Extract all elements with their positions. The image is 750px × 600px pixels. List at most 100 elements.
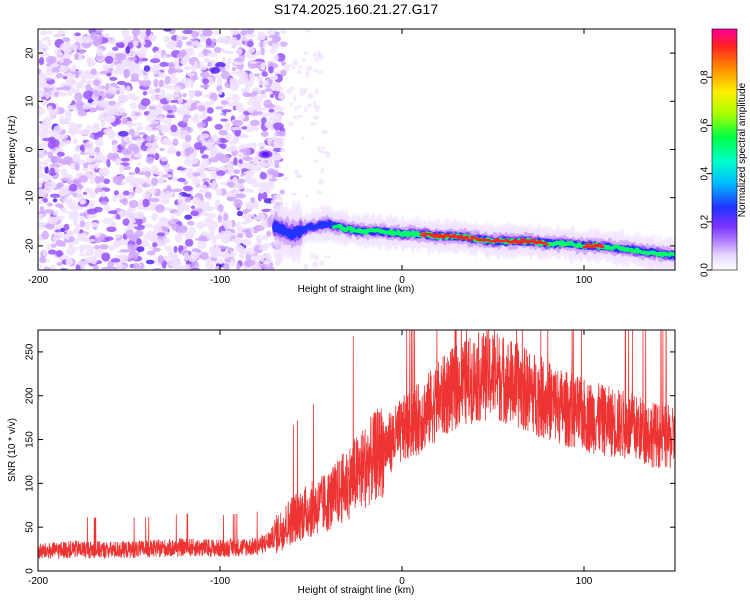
noise-speckle: [174, 234, 183, 243]
noise-speckle: [99, 175, 105, 183]
noise-speckle: [192, 172, 201, 177]
noise-speckle: [223, 213, 229, 221]
noise-speckle: [117, 60, 123, 64]
x-tick-label: 0: [399, 576, 405, 587]
noise-speckle: [112, 53, 124, 61]
noise-speckle: [84, 150, 91, 156]
noise-speckle: [76, 193, 84, 201]
colorbar-tick-label: 0.0: [700, 263, 711, 277]
noise-speckle: [245, 201, 257, 210]
noise-speckle: [261, 71, 268, 77]
noise-speckle: [254, 73, 260, 77]
noise-speckle: [154, 88, 161, 93]
noise-speckle: [184, 238, 194, 247]
noise-speckle: [114, 157, 121, 166]
noise-speckle: [119, 249, 130, 253]
noise-speckle: [94, 244, 100, 250]
noise-speckle: [201, 158, 210, 167]
noise-speckle: [221, 109, 232, 113]
noise-speckle: [305, 29, 312, 33]
noise-speckle: [118, 94, 129, 103]
noise-speckle: [138, 80, 143, 86]
noise-speckle: [124, 36, 130, 40]
noise-speckle: [260, 255, 265, 263]
noise-speckle: [176, 205, 184, 214]
noise-speckle: [283, 64, 289, 68]
noise-speckle: [136, 246, 145, 252]
noise-speckle: [62, 85, 72, 91]
noise-speckle: [40, 30, 48, 36]
noise-speckle: [157, 254, 164, 264]
noise-speckle: [44, 85, 55, 89]
noise-speckle: [155, 106, 164, 115]
noise-speckle: [45, 116, 54, 121]
noise-speckle: [246, 29, 255, 35]
noise-speckle: [50, 243, 57, 248]
noise-speckle: [183, 249, 189, 254]
noise-speckle: [138, 131, 147, 136]
noise-speckle: [131, 223, 139, 227]
noise-speckle: [170, 124, 178, 133]
noise-speckle: [170, 99, 178, 104]
noise-speckle: [186, 72, 195, 77]
signal-trace-segment: [468, 238, 474, 241]
noise-speckle: [172, 264, 183, 270]
noise-speckle: [174, 85, 182, 94]
spectrogram-marks: [38, 29, 675, 270]
noise-speckle: [297, 104, 301, 109]
x-tick-label: -100: [210, 275, 230, 286]
noise-speckle: [228, 36, 238, 44]
noise-speckle: [238, 75, 249, 84]
noise-speckle: [291, 66, 296, 70]
signal-trace-segment: [445, 233, 451, 236]
noise-speckle: [133, 215, 145, 220]
signal-trace-segment: [432, 235, 438, 238]
noise-speckle: [233, 169, 241, 175]
noise-speckle: [231, 126, 242, 131]
noise-speckle: [172, 188, 183, 193]
noise-speckle: [94, 164, 99, 170]
noise-speckle: [250, 197, 256, 203]
noise-speckle: [125, 175, 136, 184]
noise-speckle: [218, 129, 228, 136]
noise-speckle: [193, 90, 203, 97]
noise-speckle: [274, 31, 281, 36]
noise-speckle: [145, 29, 152, 37]
noise-speckle: [198, 65, 207, 71]
noise-speckle: [100, 111, 109, 119]
noise-speckle: [97, 141, 104, 146]
signal-trace-segment: [505, 239, 510, 242]
noise-speckle: [78, 54, 83, 62]
signal-trace-segment: [544, 243, 550, 246]
noise-speckle: [246, 247, 253, 255]
noise-speckle: [106, 226, 117, 233]
noise-speckle: [141, 79, 152, 88]
noise-speckle: [313, 116, 319, 120]
noise-speckle: [94, 132, 105, 136]
noise-speckle: [136, 126, 141, 133]
noise-speckle: [213, 46, 222, 54]
noise-speckle: [45, 91, 50, 99]
noise-speckle: [39, 205, 45, 215]
noise-speckle: [47, 151, 54, 159]
noise-speckle: [111, 38, 117, 45]
noise-speckle: [176, 151, 181, 157]
noise-speckle: [65, 210, 70, 214]
y-tick-label: 150: [25, 431, 36, 448]
colorbar-ticks: 0.0 0.2 0.4 0.6 0.8: [700, 70, 712, 277]
signal-trace-segment: [464, 235, 470, 239]
colorbar-tick-label: 0.8: [700, 70, 711, 84]
noise-speckle: [95, 184, 107, 188]
noise-speckle: [193, 60, 199, 70]
noise-speckle: [244, 85, 250, 92]
noise-speckle: [230, 29, 240, 36]
noise-speckle: [81, 75, 87, 84]
colorbar-tick-label: 0.2: [700, 214, 711, 228]
noise-speckle: [144, 223, 153, 228]
noise-speckle: [59, 205, 64, 209]
noise-speckle: [248, 97, 257, 103]
noise-speckle: [233, 199, 243, 208]
noise-speckle: [193, 142, 204, 151]
noise-speckle: [90, 68, 97, 76]
noise-speckle: [236, 263, 241, 270]
